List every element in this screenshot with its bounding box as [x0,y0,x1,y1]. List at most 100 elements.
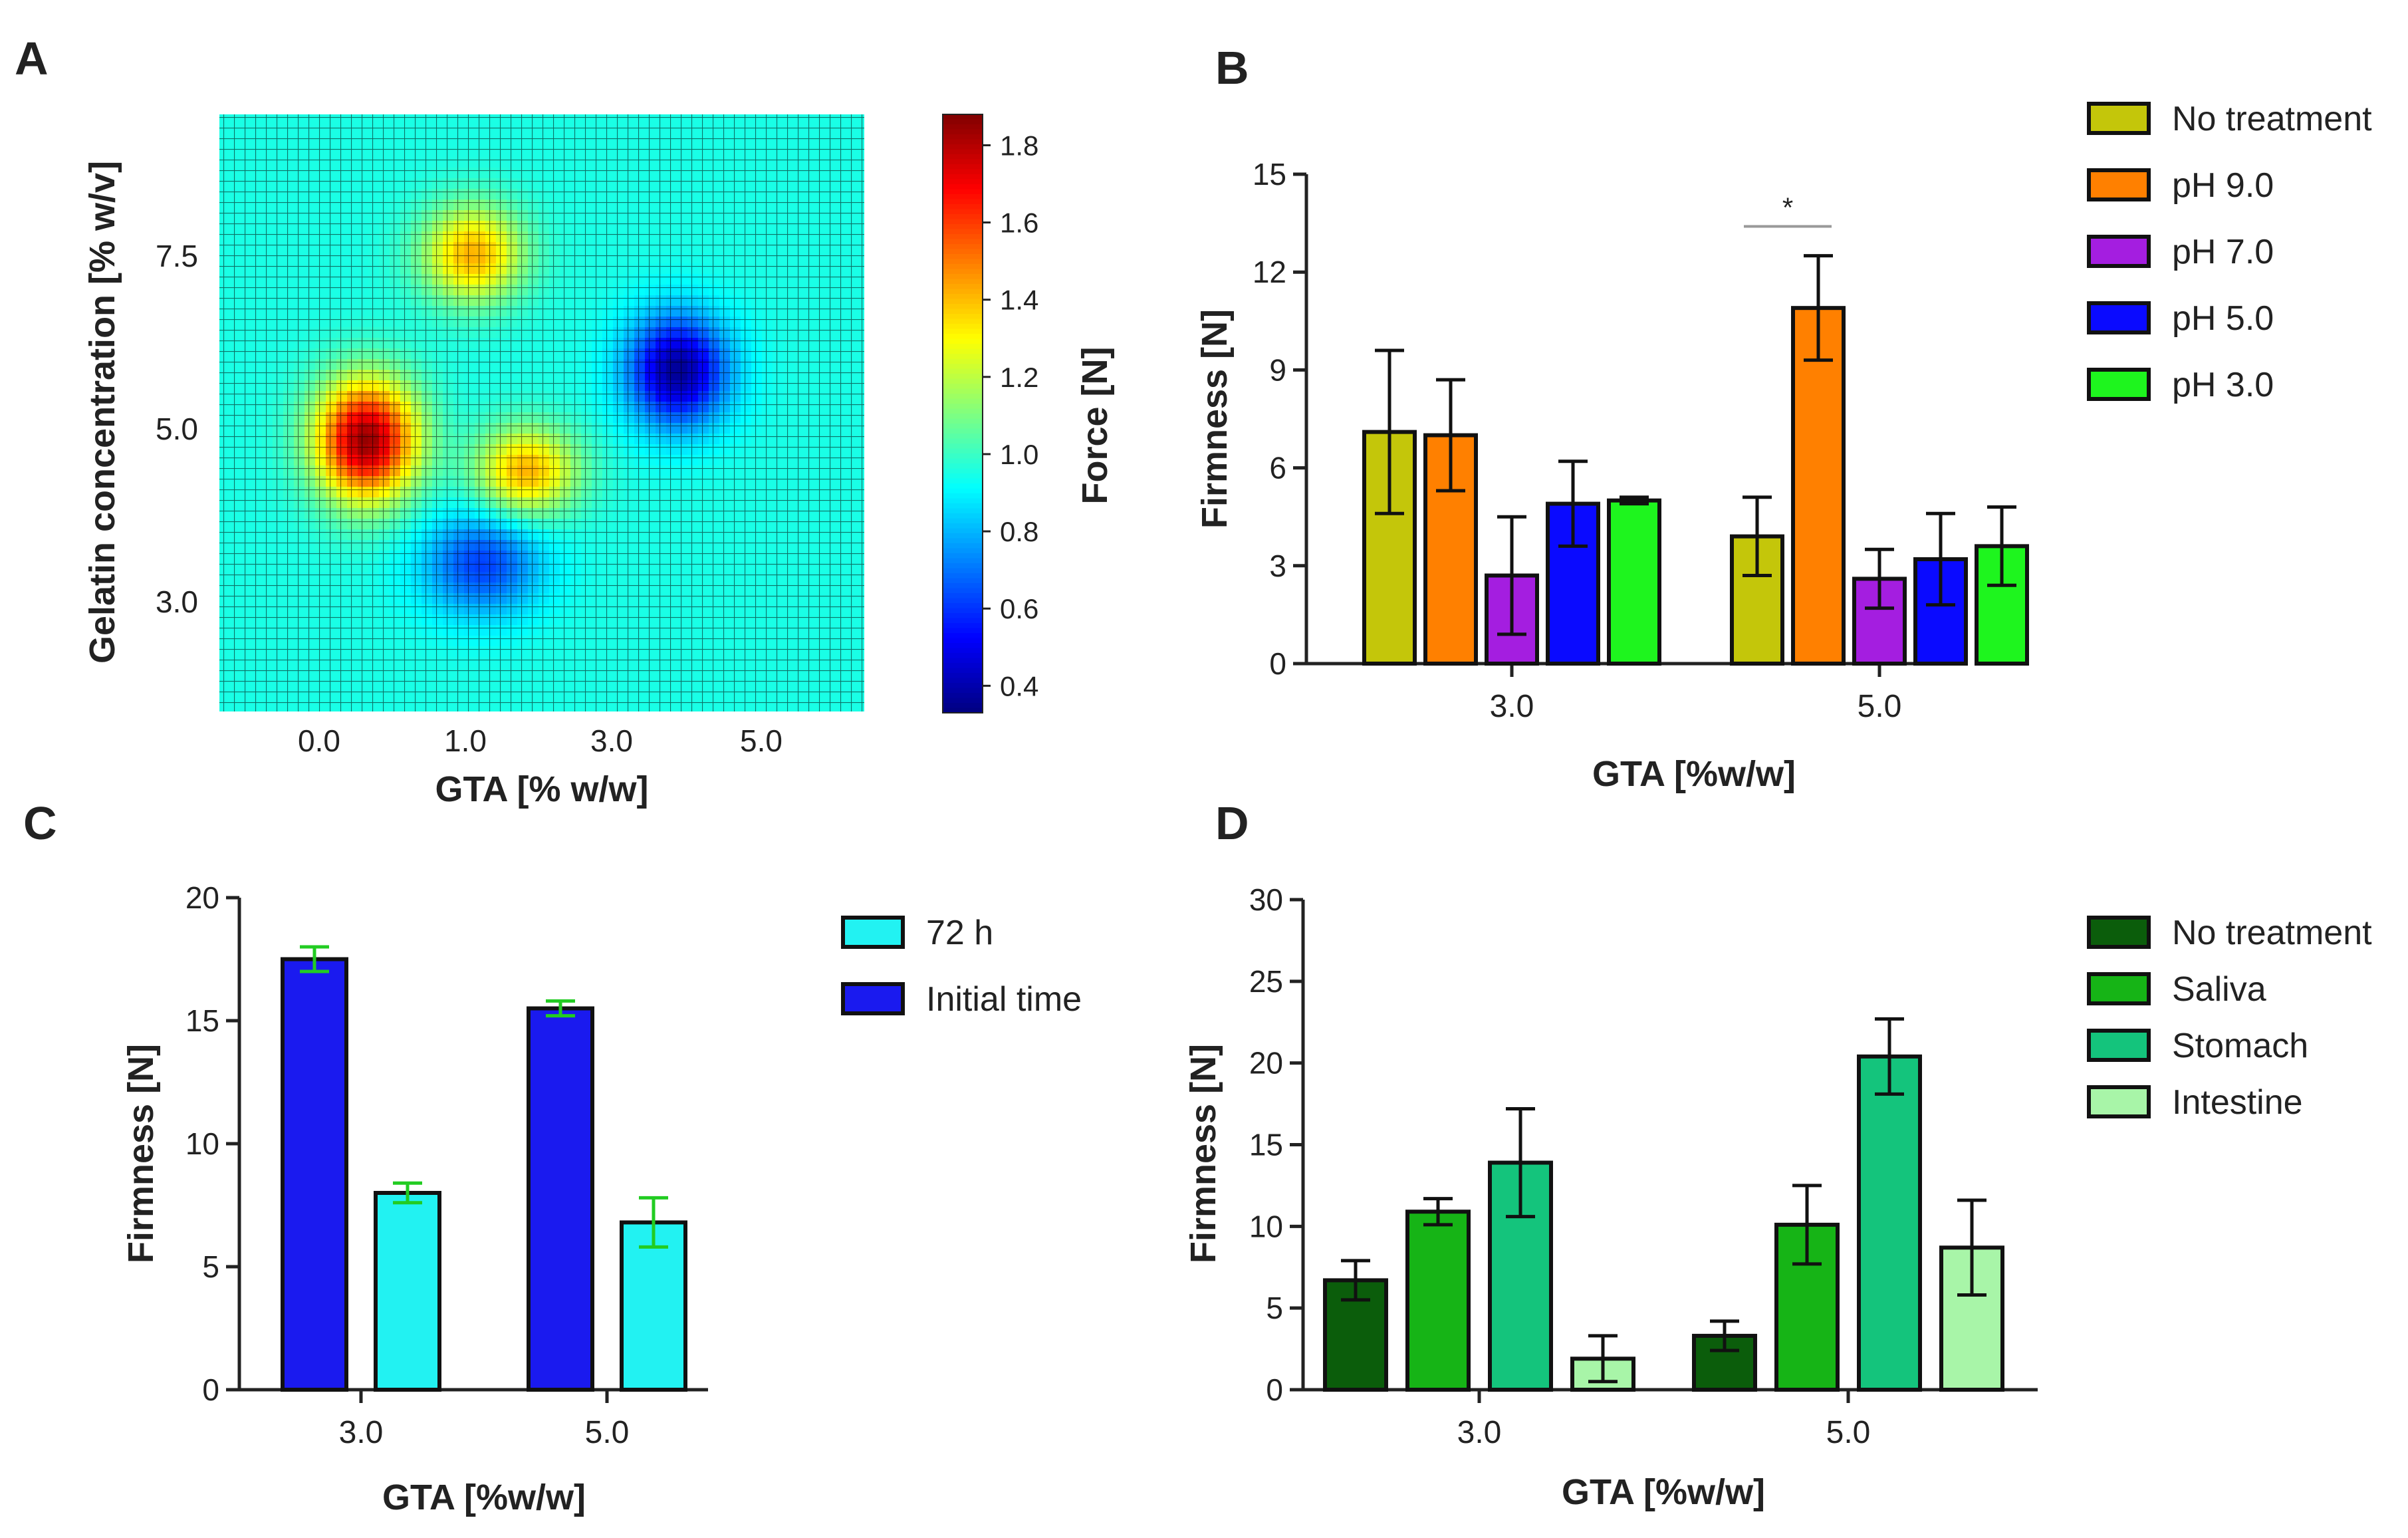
colorbar-segment [943,194,983,200]
c-y-axis-label: Firmness [N] [121,1044,161,1263]
b-bar [1546,501,1600,666]
colorbar-tick-label: 1.2 [1000,362,1038,393]
colorbar-segment [943,588,983,594]
panel-d-letter: D [1215,797,1249,849]
colorbar-tick-label: 1.4 [1000,285,1038,316]
colorbar-segment [943,543,983,549]
colorbar-segment [943,608,983,614]
colorbar-segment [943,523,983,529]
colorbar-segment [943,528,983,534]
colorbar-segment [943,663,983,669]
colorbar-segment [943,249,983,255]
d-y-tick-label: 15 [1249,1128,1283,1162]
colorbar-segment [943,169,983,175]
colorbar-segment [943,264,983,270]
b-y-axis-label: Firmness [N] [1195,309,1235,529]
colorbar-segment [943,398,983,404]
colorbar-segment [943,643,983,649]
c-y-tick-label: 15 [185,1003,219,1038]
colorbar-segment [943,473,983,479]
colorbar-segment [943,483,983,489]
d-x-tick-label: 5.0 [1826,1415,1871,1450]
c-legend-swatch [841,916,905,949]
colorbar-tick-label: 1.6 [1000,207,1038,239]
c-bar [527,1006,594,1392]
panel-a-letter: A [15,33,49,84]
colorbar-segment [943,404,983,410]
colorbar-segment [943,259,983,265]
colorbar-segment [943,119,983,125]
c-bar [374,1191,441,1392]
colorbar-segment [943,693,983,699]
panel-c-letter: C [23,797,57,849]
b-legend-swatch [2087,102,2151,135]
colorbar-segment [943,304,983,310]
b-x-axis-label: GTA [%w/w] [1592,754,1796,794]
a-y-tick-label: 7.5 [156,239,198,273]
colorbar-segment [943,129,983,135]
c-y-tick-label: 10 [185,1126,219,1161]
colorbar-segment [943,638,983,644]
colorbar-segment [943,124,983,130]
b-y-tick-label: 15 [1253,157,1286,192]
c-legend-label: Initial time [926,980,1082,1019]
colorbar-segment [943,279,983,285]
a-y-axis-label: Gelatin concentration [% w/v] [82,161,122,664]
d-legend-label: Intestine [2172,1083,2303,1122]
c-y-tick-label: 20 [185,880,219,915]
colorbar-segment [943,518,983,524]
b-legend-swatch [2087,235,2151,268]
colorbar-segment [943,294,983,300]
colorbar-segment [943,309,983,315]
colorbar-segment [943,139,983,145]
colorbar-segment [943,358,983,364]
c-x-tick-label: 5.0 [585,1415,630,1450]
colorbar-segment [943,668,983,674]
c-legend-label: 72 h [926,914,993,952]
colorbar-segment [943,324,983,330]
colorbar-segment [943,394,983,400]
colorbar-segment [943,478,983,484]
d-legend-swatch [2087,972,2151,1005]
b-y-tick-label: 9 [1269,352,1286,387]
colorbar-segment [943,533,983,539]
b-legend-label: pH 9.0 [2172,166,2274,205]
colorbar-segment [943,159,983,165]
colorbar-segment [943,618,983,624]
colorbar-segment [943,563,983,569]
colorbar [942,114,983,713]
colorbar-segment [943,698,983,704]
c-bar [281,957,348,1392]
colorbar-segment [943,374,983,380]
colorbar-segment [943,314,983,320]
a-x-tick-label: 5.0 [740,723,783,758]
colorbar-segment [943,274,983,280]
colorbar-tick-label: 1.8 [1000,130,1038,161]
d-y-tick-label: 30 [1249,882,1283,917]
colorbar-segment [943,384,983,390]
d-y-tick-label: 0 [1266,1372,1283,1407]
colorbar-segment [943,434,983,440]
colorbar-segment [943,184,983,190]
colorbar-segment [943,114,983,120]
colorbar-segment [943,354,983,360]
colorbar-segment [943,214,983,220]
colorbar-segment [943,224,983,230]
c-legend-swatch [841,982,905,1015]
colorbar-label: Force [N] [1075,346,1115,504]
a-y-tick-label: 5.0 [156,412,198,446]
colorbar-segment [943,319,983,324]
colorbar-segment [943,573,983,579]
colorbar-segment [943,154,983,160]
colorbar-segment [943,239,983,245]
a-x-tick-label: 0.0 [298,723,340,758]
a-y-tick-label: 3.0 [156,584,198,619]
colorbar-segment [943,613,983,619]
colorbar-segment [943,299,983,305]
colorbar-segment [943,444,983,449]
b-bar [1607,498,1661,666]
b-legend-label: pH 3.0 [2172,366,2274,404]
colorbar-segment [943,633,983,639]
colorbar-tick-label: 0.8 [1000,516,1038,547]
